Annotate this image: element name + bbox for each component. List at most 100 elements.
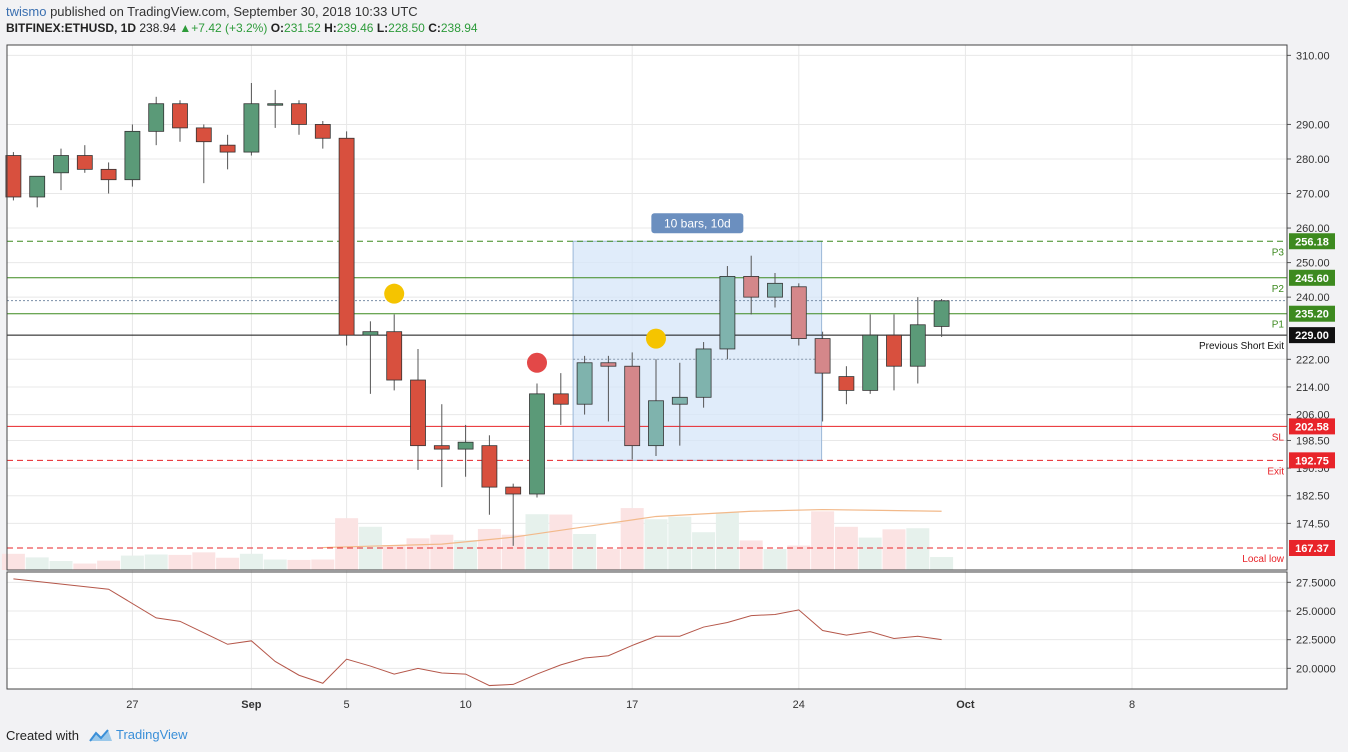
x-tick-label: 17 bbox=[626, 699, 638, 711]
volume-bar bbox=[335, 518, 359, 570]
price-tick-label: 222.00 bbox=[1296, 354, 1330, 366]
volume-bar bbox=[454, 540, 478, 570]
candle-body bbox=[5, 155, 22, 198]
volume-bar bbox=[25, 557, 49, 570]
price-tick-label: 198.50 bbox=[1296, 435, 1330, 447]
publish-info: twismo published on TradingView.com, Sep… bbox=[6, 4, 418, 19]
price-change: +7.42 (+3.2%) bbox=[191, 21, 268, 35]
volume-bar bbox=[430, 534, 454, 570]
volume-bar bbox=[311, 559, 335, 570]
symbol-label[interactable]: BITFINEX:ETHUSD, 1D bbox=[6, 21, 137, 35]
candle-body bbox=[148, 103, 165, 132]
price-chart[interactable]: 27 Sep 5 10 17 24 Oct 8 310.00 290.00 280.00 270.00… bbox=[0, 40, 1348, 720]
candle-body bbox=[433, 445, 450, 450]
chart-header: twismo published on TradingView.com, Sep… bbox=[0, 0, 1348, 40]
price-badge bbox=[1289, 418, 1335, 435]
candle-body bbox=[29, 175, 46, 198]
low-value: 228.50 bbox=[388, 21, 425, 35]
price-badge-text: 256.18 bbox=[1295, 236, 1329, 248]
high-value: 239.46 bbox=[336, 21, 374, 35]
volume-bar bbox=[644, 519, 668, 570]
open-label: O: bbox=[270, 21, 285, 35]
candle-body bbox=[100, 168, 117, 181]
candle-body bbox=[410, 379, 426, 447]
candle-body bbox=[457, 441, 474, 450]
volume-bar bbox=[811, 511, 835, 570]
x-tick-label: Sep bbox=[241, 699, 261, 711]
change-up-icon: ▲ bbox=[179, 21, 192, 35]
tradingview-brand[interactable]: TradingView bbox=[88, 726, 188, 746]
oscillator-pane bbox=[7, 572, 1287, 689]
candle-body bbox=[267, 103, 284, 106]
candle-body bbox=[481, 445, 498, 488]
candle-body bbox=[529, 393, 545, 495]
level-label: P2 bbox=[1272, 284, 1285, 295]
price-badge-text: 167.37 bbox=[1295, 543, 1329, 555]
volume-bar bbox=[168, 554, 192, 570]
volume-bar bbox=[49, 561, 73, 570]
price-tick-label: 214.00 bbox=[1296, 382, 1330, 394]
candle-body bbox=[362, 331, 379, 336]
author-link[interactable]: twismo bbox=[6, 4, 47, 19]
volume-bar bbox=[216, 557, 240, 570]
volume-bar bbox=[97, 560, 121, 570]
volume-bar bbox=[596, 549, 620, 570]
candle-body bbox=[624, 365, 641, 447]
signal-marker bbox=[527, 352, 547, 373]
volume-bar bbox=[763, 549, 787, 570]
candle-body bbox=[552, 393, 569, 405]
candle-body bbox=[790, 286, 807, 339]
x-tick-label: Oct bbox=[956, 699, 975, 711]
volume-bar bbox=[620, 508, 644, 570]
price-tick-label: 290.00 bbox=[1296, 119, 1330, 131]
level-label: P1 bbox=[1272, 320, 1285, 331]
candle-body bbox=[719, 276, 736, 350]
price-tick-label: 182.50 bbox=[1296, 491, 1330, 503]
x-tick-label: 27 bbox=[126, 699, 138, 711]
price-badge bbox=[1289, 269, 1335, 286]
volume-bar bbox=[1, 553, 25, 570]
footer: Created with TradingView bbox=[0, 720, 1348, 752]
high-label: H: bbox=[324, 21, 337, 35]
price-badge-text: 202.58 bbox=[1295, 421, 1329, 433]
x-tick-label: 5 bbox=[344, 699, 350, 711]
x-tick-label: 8 bbox=[1129, 699, 1135, 711]
candle-body bbox=[219, 144, 236, 153]
volume-bar bbox=[549, 514, 573, 570]
low-label: L: bbox=[376, 21, 389, 35]
candle-body bbox=[386, 331, 403, 381]
volume-bar bbox=[287, 559, 311, 570]
price-badge bbox=[1289, 539, 1335, 556]
level-label: Previous Short Exit bbox=[1199, 341, 1284, 352]
tradingview-brand-text: TradingView bbox=[116, 727, 188, 743]
candle-body bbox=[172, 103, 188, 129]
volume-bar bbox=[668, 516, 692, 570]
volume-bar bbox=[692, 532, 716, 570]
volume-bar bbox=[930, 557, 954, 570]
volume-bar bbox=[906, 528, 930, 570]
volume-bar bbox=[882, 529, 906, 570]
price-tick-label: 270.00 bbox=[1296, 189, 1330, 201]
price-pane-border bbox=[6, 44, 1288, 571]
price-badge-text: 235.20 bbox=[1295, 309, 1329, 321]
candle-body bbox=[576, 362, 593, 405]
candle-body bbox=[814, 338, 831, 374]
oscillator-tick-label: 22.5000 bbox=[1296, 635, 1336, 647]
volume-bar bbox=[73, 563, 97, 570]
price-badge bbox=[1289, 233, 1335, 250]
volume-bar bbox=[739, 540, 763, 570]
candle-body bbox=[124, 130, 141, 181]
volume-bar bbox=[834, 526, 858, 570]
candle-body bbox=[933, 300, 950, 327]
volume-bar bbox=[120, 555, 144, 570]
volume-bar bbox=[715, 512, 739, 570]
publish-text: published on TradingView.com, September … bbox=[46, 4, 418, 19]
candle-body bbox=[505, 486, 522, 495]
candle-body bbox=[648, 400, 664, 447]
level-label: Exit bbox=[1267, 466, 1284, 477]
price-badge bbox=[1289, 452, 1335, 469]
candle-body bbox=[767, 282, 783, 298]
candle-body bbox=[743, 276, 760, 298]
signal-marker bbox=[384, 283, 405, 304]
price-badge-text: 229.00 bbox=[1295, 330, 1329, 342]
